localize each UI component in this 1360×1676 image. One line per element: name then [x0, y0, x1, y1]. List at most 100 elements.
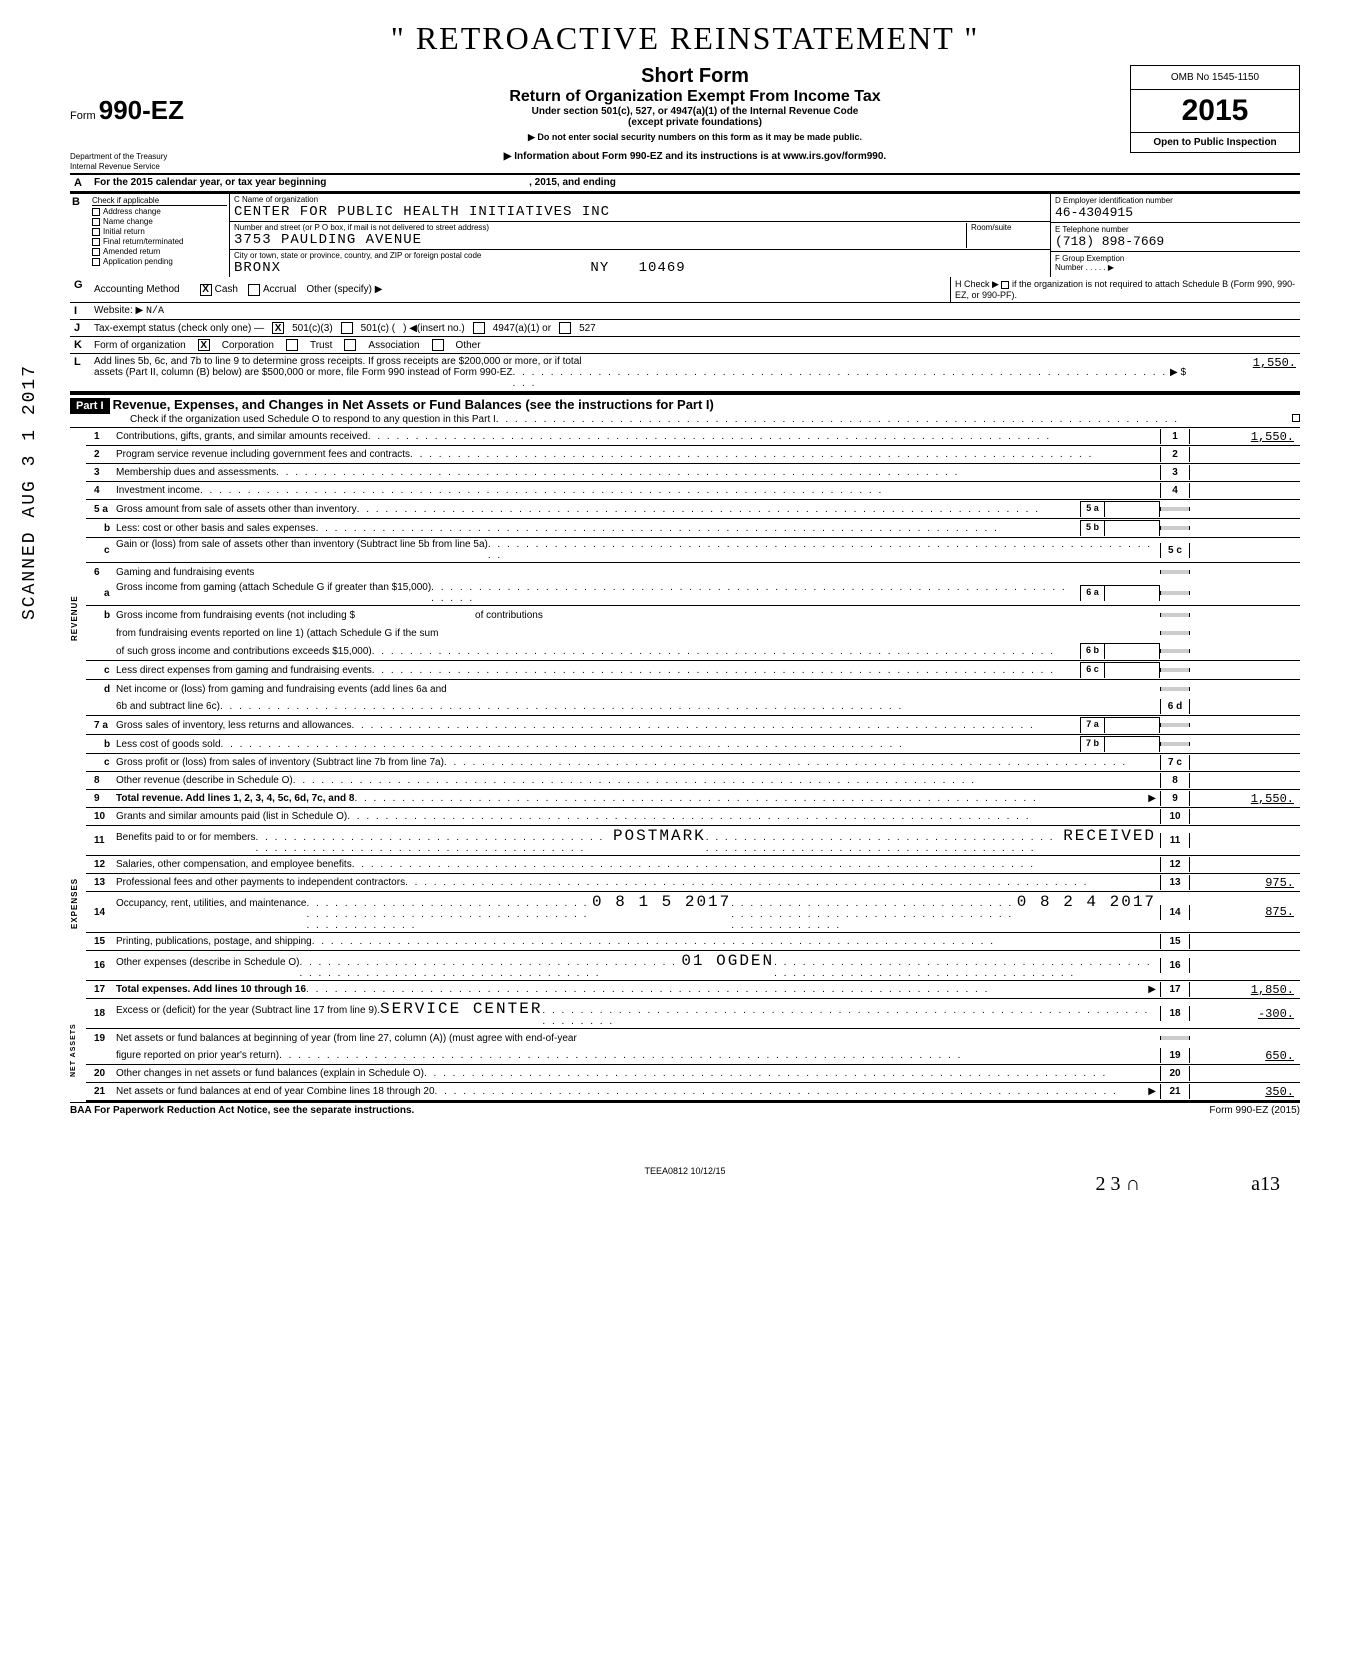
- form-number: 990-EZ: [99, 95, 184, 125]
- handwritten-a: 2 3 ∩: [1096, 1173, 1140, 1196]
- open-public: Open to Public Inspection: [1130, 133, 1300, 153]
- chk-addr[interactable]: [92, 208, 100, 216]
- page-footer: BAA For Paperwork Reduction Act Notice, …: [70, 1102, 1300, 1116]
- chk-other[interactable]: [432, 339, 444, 351]
- line21-val: 350.: [1190, 1085, 1300, 1099]
- line17-val: 1,850.: [1190, 983, 1300, 997]
- line7a-desc: Gross sales of inventory, less returns a…: [116, 720, 351, 731]
- f-label: F Group Exemption: [1055, 254, 1296, 263]
- j-label: Tax-exempt status (check only one) —: [94, 323, 264, 334]
- addr-label: Number and street (or P O box, if mail i…: [234, 223, 966, 232]
- line13-val: 975.: [1190, 876, 1300, 890]
- line19-val: 650.: [1190, 1049, 1300, 1063]
- title-short: Short Form: [270, 65, 1120, 88]
- netassets-label: NET ASSETS: [70, 999, 86, 1102]
- chk-accrual[interactable]: [248, 284, 260, 296]
- chk-trust[interactable]: [286, 339, 298, 351]
- chk-name[interactable]: [92, 218, 100, 226]
- line9-val: 1,550.: [1190, 792, 1300, 806]
- chk-pending[interactable]: [92, 258, 100, 266]
- chk-part1[interactable]: [1292, 414, 1300, 422]
- form-header: Form 990-EZ Department of the Treasury I…: [70, 65, 1300, 171]
- h-label: H Check ▶: [955, 279, 999, 289]
- line1-desc: Contributions, gifts, grants, and simila…: [116, 431, 368, 442]
- city-label: City or town, state or province, country…: [234, 251, 1046, 260]
- line3-desc: Membership dues and assessments: [116, 467, 276, 478]
- line19b: figure reported on prior year's return): [116, 1050, 279, 1061]
- form-prefix: Form: [70, 110, 96, 122]
- expenses-label: EXPENSES: [70, 808, 86, 999]
- line6a-desc: Gross income from gaming (attach Schedul…: [116, 582, 431, 593]
- chk-501c3[interactable]: X: [272, 322, 284, 334]
- chk-4947[interactable]: [473, 322, 485, 334]
- line8-desc: Other revenue (describe in Schedule O): [116, 775, 293, 786]
- postmark-stamp: POSTMARK: [613, 827, 706, 845]
- chk-amended[interactable]: [92, 248, 100, 256]
- title-except: (except private foundations): [270, 117, 1120, 128]
- k-label: Form of organization: [94, 340, 186, 351]
- line9-desc: Total revenue. Add lines 1, 2, 3, 4, 5c,…: [116, 793, 354, 804]
- line5b-desc: Less: cost or other basis and sales expe…: [116, 523, 316, 534]
- check-header: Check if applicable: [92, 196, 227, 206]
- l-value: 1,550.: [1190, 354, 1300, 391]
- line12-desc: Salaries, other compensation, and employ…: [116, 859, 352, 870]
- line10-desc: Grants and similar amounts paid (list in…: [116, 811, 347, 822]
- org-name: CENTER FOR PUBLIC HEALTH INITIATIVES INC: [234, 204, 1046, 220]
- line14-desc: Occupancy, rent, utilities, and maintena…: [116, 898, 306, 909]
- title-main: Return of Organization Exempt From Incom…: [270, 88, 1120, 106]
- line15-desc: Printing, publications, postage, and shi…: [116, 936, 312, 947]
- room-label: Room/suite: [971, 223, 1046, 232]
- line6-desc: Gaming and fundraising events: [116, 567, 1160, 578]
- chk-cash[interactable]: X: [200, 284, 212, 296]
- line6c-desc: Less direct expenses from gaming and fun…: [116, 665, 372, 676]
- line16-desc: Other expenses (describe in Schedule O): [116, 957, 299, 968]
- handwritten-b: a13: [1251, 1173, 1280, 1196]
- line6b4: of such gross income and contributions e…: [116, 646, 372, 657]
- line17-desc: Total expenses. Add lines 10 through 16: [116, 984, 306, 995]
- chk-h[interactable]: [1001, 281, 1009, 289]
- line5c-desc: Gain or (loss) from sale of assets other…: [116, 539, 488, 550]
- handwritten-title: " RETROACTIVE REINSTATEMENT ": [70, 20, 1300, 57]
- ssn-warning: ▶ Do not enter social security numbers o…: [270, 132, 1120, 143]
- line6b1: Gross income from fundraising events (no…: [116, 610, 355, 621]
- l-text2: assets (Part II, column (B) below) are $…: [94, 367, 513, 378]
- ein: 46-4304915: [1055, 205, 1296, 220]
- line19a: Net assets or fund balances at beginning…: [116, 1033, 1160, 1044]
- chk-corp[interactable]: X: [198, 339, 210, 351]
- f-label2: Number . . . . . ▶: [1055, 263, 1296, 272]
- line14-val: 875.: [1190, 905, 1300, 919]
- scanned-stamp: SCANNED AUG 3 1 2017: [20, 364, 40, 620]
- line6b2: of contributions: [475, 610, 543, 621]
- chk-initial[interactable]: [92, 228, 100, 236]
- line4-desc: Investment income: [116, 485, 200, 496]
- chk-assoc[interactable]: [344, 339, 356, 351]
- line18-desc: Excess or (deficit) for the year (Subtra…: [116, 1005, 377, 1016]
- g-label: Accounting Method: [94, 284, 180, 295]
- line6d2: 6b and subtract line 6c): [116, 701, 220, 712]
- dept-line1: Department of the Treasury: [70, 152, 260, 162]
- line-a: A For the 2015 calendar year, or tax yea…: [70, 175, 1300, 192]
- org-state: NY: [590, 260, 609, 276]
- i-label: Website: ▶: [94, 305, 143, 316]
- chk-final[interactable]: [92, 238, 100, 246]
- org-addr: 3753 PAULDING AVENUE: [234, 232, 966, 248]
- line7b-desc: Less cost of goods sold: [116, 739, 221, 750]
- ogden-stamp: 01 OGDEN: [681, 952, 774, 970]
- info-link: ▶ Information about Form 990-EZ and its …: [270, 151, 1120, 162]
- e-label: E Telephone number: [1055, 225, 1296, 234]
- org-info-block: B Check if applicable Address change Nam…: [70, 192, 1300, 277]
- chk-527[interactable]: [559, 322, 571, 334]
- line5a-desc: Gross amount from sale of assets other t…: [116, 504, 357, 515]
- line11-desc: Benefits paid to or for members: [116, 832, 256, 843]
- org-zip: 10469: [639, 260, 686, 276]
- line21-desc: Net assets or fund balances at end of ye…: [116, 1086, 435, 1097]
- title-under: Under section 501(c), 527, or 4947(a)(1)…: [270, 106, 1120, 117]
- c-label: C Name of organization: [234, 195, 1046, 204]
- org-city: BRONX: [234, 260, 281, 276]
- chk-501c[interactable]: [341, 322, 353, 334]
- l-text1: Add lines 5b, 6c, and 7b to line 9 to de…: [94, 356, 1186, 367]
- dept-line2: Internal Revenue Service: [70, 162, 260, 172]
- line6d1: Net income or (loss) from gaming and fun…: [116, 684, 1160, 695]
- phone: (718) 898-7669: [1055, 234, 1296, 249]
- line1-val: 1,550.: [1190, 430, 1300, 444]
